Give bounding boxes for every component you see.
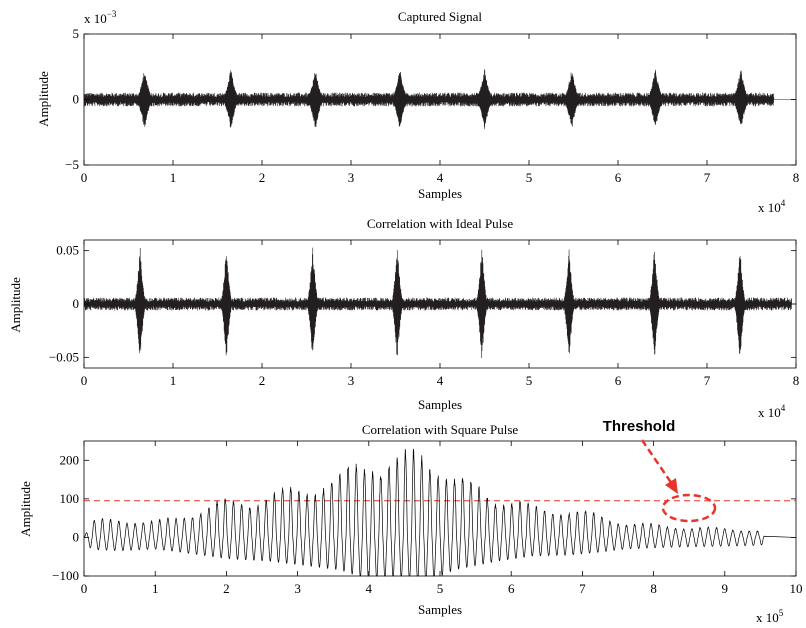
x-tick-label: 6 <box>508 581 515 596</box>
x-tick-label: 6 <box>615 373 622 388</box>
panel-correlation-ideal: Correlation with Ideal Pulse −0.0500.05 … <box>8 216 799 420</box>
x-tick-label: 1 <box>170 170 177 185</box>
x-tick-label: 2 <box>223 581 230 596</box>
x-exponent-base: x 10 <box>758 200 781 215</box>
x-exponent-base: x 10 <box>758 405 781 420</box>
y-exponent-power: −3 <box>107 9 117 19</box>
x-tick-label: 2 <box>259 373 266 388</box>
x-ticks: 0 1 2 3 4 5 6 7 8 <box>81 240 800 388</box>
threshold-annotation-arrowhead <box>665 478 678 494</box>
x-tick-label: 0 <box>81 170 88 185</box>
x-tick-label: 9 <box>722 581 729 596</box>
threshold-annotation-arrow <box>640 439 674 485</box>
y-tick-label: −100 <box>52 568 79 583</box>
y-exponent-label: x 10−3 <box>84 9 117 26</box>
x-tick-label: 5 <box>526 373 533 388</box>
x-exponent-power: 4 <box>781 198 786 208</box>
plot-area <box>83 440 797 577</box>
x-tick-label: 3 <box>348 170 355 185</box>
y-tick-label: 5 <box>73 26 80 41</box>
chart-title: Correlation with Square Pulse <box>362 422 519 437</box>
y-axis-label: Amplitude <box>36 71 51 127</box>
series-line <box>83 69 796 130</box>
y-tick-label: −0.05 <box>49 349 79 364</box>
x-tick-label: 6 <box>615 170 622 185</box>
y-tick-label: 0 <box>73 529 80 544</box>
threshold-annotation-ellipse <box>661 493 717 523</box>
x-ticks: 0 1 2 3 4 5 6 7 8 9 10 <box>81 441 803 596</box>
x-tick-label: 4 <box>437 170 444 185</box>
x-exponent-label: x 104 <box>758 198 786 215</box>
x-tick-label: 7 <box>704 170 711 185</box>
x-tick-label: 5 <box>437 581 444 596</box>
y-tick-label: 0 <box>73 296 80 311</box>
x-tick-label: 8 <box>793 170 800 185</box>
y-ticks: −0.05 0 0.05 <box>49 243 796 364</box>
x-tick-label: 3 <box>348 373 355 388</box>
x-tick-label: 5 <box>526 170 533 185</box>
x-tick-label: 1 <box>152 581 159 596</box>
panel-correlation-square: Correlation with Square Pulse −100010020… <box>18 418 803 625</box>
x-exponent-power: 5 <box>779 608 784 618</box>
y-tick-label: 200 <box>60 452 80 467</box>
y-axis-label: Amplitude <box>18 481 33 537</box>
threshold-annotation-text: Threshold <box>603 418 676 435</box>
x-tick-label: 0 <box>81 581 88 596</box>
x-exponent-power: 4 <box>781 403 786 413</box>
x-tick-label: 1 <box>170 373 177 388</box>
x-ticks: 0 1 2 3 4 5 6 7 8 <box>81 34 800 185</box>
x-tick-label: 8 <box>793 373 800 388</box>
series-line <box>83 448 797 577</box>
y-tick-label: 0.05 <box>56 243 79 258</box>
y-ticks: −5 0 5 <box>65 26 796 172</box>
y-axis-label: Amplitude <box>8 277 23 333</box>
x-axis-label: Samples <box>418 602 462 617</box>
x-tick-label: 10 <box>790 581 803 596</box>
x-tick-label: 0 <box>81 373 88 388</box>
x-exponent-label: x 104 <box>758 403 786 420</box>
x-tick-label: 8 <box>650 581 657 596</box>
x-tick-label: 4 <box>437 373 444 388</box>
chart-title: Captured Signal <box>398 9 483 24</box>
x-axis-label: Samples <box>418 186 462 201</box>
y-tick-label: 0 <box>73 92 80 107</box>
y-ticks: −100 0 100 200 <box>52 452 796 583</box>
series-line <box>83 247 796 358</box>
x-tick-label: 7 <box>579 581 586 596</box>
x-tick-label: 3 <box>294 581 301 596</box>
x-tick-label: 7 <box>704 373 711 388</box>
x-tick-label: 2 <box>259 170 266 185</box>
x-exponent-label: x 105 <box>756 608 784 625</box>
y-tick-label: −5 <box>65 157 79 172</box>
x-tick-label: 4 <box>366 581 373 596</box>
x-axis-label: Samples <box>418 397 462 412</box>
chart-title: Correlation with Ideal Pulse <box>367 216 513 231</box>
y-exponent-base: x 10 <box>84 11 107 26</box>
y-tick-label: 100 <box>60 491 80 506</box>
x-exponent-base: x 10 <box>756 610 779 625</box>
